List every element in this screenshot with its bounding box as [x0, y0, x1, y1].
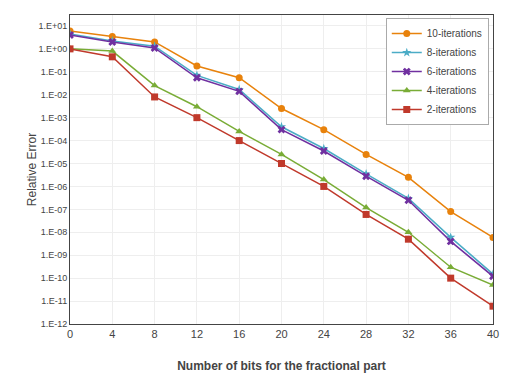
- svg-text:1.E-09: 1.E-09: [41, 250, 68, 260]
- svg-text:1.E-04: 1.E-04: [41, 136, 68, 146]
- svg-text:2-iterations: 2-iterations: [427, 104, 476, 115]
- svg-text:32: 32: [402, 328, 414, 340]
- svg-text:1.E-11: 1.E-11: [41, 296, 67, 306]
- svg-text:24: 24: [318, 328, 330, 340]
- svg-text:1.E+00: 1.E+00: [38, 44, 67, 54]
- svg-text:1.E-12: 1.E-12: [41, 319, 68, 329]
- svg-text:1.E-03: 1.E-03: [41, 113, 68, 123]
- svg-text:36: 36: [445, 328, 457, 340]
- svg-text:1.E-07: 1.E-07: [41, 205, 68, 215]
- svg-text:1.E-10: 1.E-10: [41, 273, 68, 283]
- svg-text:0: 0: [67, 328, 73, 340]
- svg-text:10-iterations: 10-iterations: [427, 28, 482, 39]
- svg-text:20: 20: [275, 328, 287, 340]
- svg-text:40: 40: [487, 328, 499, 340]
- svg-text:Number of bits for the fractio: Number of bits for the fractional part: [177, 359, 386, 373]
- svg-text:8-iterations: 8-iterations: [427, 47, 476, 58]
- svg-text:1.E-05: 1.E-05: [41, 159, 68, 169]
- svg-text:1.E-06: 1.E-06: [41, 182, 68, 192]
- svg-text:Relative Error: Relative Error: [25, 133, 39, 206]
- svg-text:4: 4: [109, 328, 115, 340]
- svg-text:28: 28: [360, 328, 372, 340]
- svg-text:8: 8: [152, 328, 158, 340]
- svg-text:16: 16: [233, 328, 245, 340]
- svg-text:12: 12: [191, 328, 203, 340]
- svg-text:1.E-08: 1.E-08: [41, 227, 68, 237]
- svg-text:1.E+01: 1.E+01: [38, 21, 67, 31]
- svg-text:1.E-02: 1.E-02: [41, 90, 68, 100]
- svg-text:6-iterations: 6-iterations: [427, 66, 476, 77]
- svg-text:1.E-01: 1.E-01: [41, 67, 68, 77]
- svg-text:4-iterations: 4-iterations: [427, 85, 476, 96]
